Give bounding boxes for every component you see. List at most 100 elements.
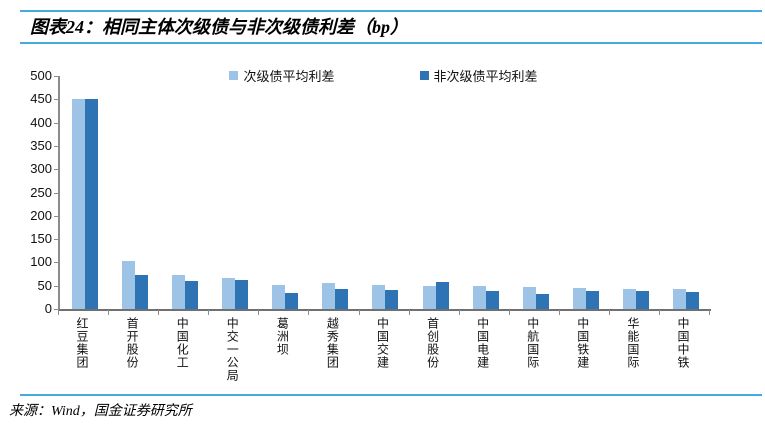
x-axis-label: 葛洲坝 bbox=[275, 317, 290, 356]
x-axis-tick bbox=[58, 310, 59, 315]
x-axis-label: 中国中铁 bbox=[675, 317, 690, 369]
y-axis-tick bbox=[54, 309, 59, 310]
bar-subordinated-spread bbox=[422, 286, 436, 309]
legend-swatch-icon bbox=[419, 71, 429, 80]
bar-group bbox=[411, 76, 461, 309]
bar-non-subordinated-spread bbox=[585, 291, 599, 309]
y-axis-tick bbox=[54, 285, 59, 287]
y-axis-tick bbox=[54, 192, 59, 194]
y-axis-tick-label: 450 bbox=[30, 91, 52, 107]
bar-subordinated-spread bbox=[522, 287, 536, 309]
figure-title: 图表24：相同主体次级债与非次级债利差（bp） bbox=[30, 17, 408, 37]
bar-group bbox=[360, 76, 410, 309]
y-axis-tick bbox=[54, 99, 59, 101]
bar-group bbox=[611, 76, 661, 309]
x-axis-label: 首创股份 bbox=[425, 317, 440, 369]
x-axis-tick bbox=[709, 310, 710, 315]
x-axis-label: 华能国际 bbox=[625, 317, 640, 369]
bar-group bbox=[310, 76, 360, 309]
bar-group bbox=[511, 76, 561, 309]
legend-label: 次级债平均利差 bbox=[243, 69, 335, 84]
bar-subordinated-spread bbox=[122, 261, 136, 309]
y-axis-tick-label: 400 bbox=[30, 114, 52, 130]
plot-area bbox=[58, 76, 711, 311]
bar-subordinated-spread bbox=[572, 288, 586, 309]
x-axis-tick bbox=[658, 310, 660, 315]
x-axis-label: 中国交建 bbox=[375, 317, 390, 369]
bar-non-subordinated-spread bbox=[535, 293, 549, 309]
y-axis-tick bbox=[54, 76, 59, 77]
legend-item-non-subordinated: 非次级债平均利差 bbox=[419, 66, 538, 85]
x-axis-tick bbox=[358, 310, 360, 315]
bar-non-subordinated-spread bbox=[335, 288, 349, 309]
y-axis-tick-label: 350 bbox=[30, 137, 52, 153]
y-axis-tick-label: 250 bbox=[30, 184, 52, 200]
x-axis-tick bbox=[208, 310, 210, 315]
bar-subordinated-spread bbox=[622, 289, 636, 309]
bar-non-subordinated-spread bbox=[685, 291, 699, 309]
legend-item-subordinated: 次级债平均利差 bbox=[229, 66, 335, 85]
bar-subordinated-spread bbox=[672, 288, 686, 309]
bar-non-subordinated-spread bbox=[285, 292, 299, 309]
x-axis-tick bbox=[458, 310, 460, 315]
bar-group bbox=[260, 76, 310, 309]
bar-group bbox=[60, 76, 110, 309]
x-axis-tick bbox=[258, 310, 260, 315]
x-axis-tick bbox=[108, 310, 110, 315]
x-axis-tick bbox=[558, 310, 560, 315]
bar-non-subordinated-spread bbox=[635, 291, 649, 309]
bar-subordinated-spread bbox=[472, 285, 486, 309]
y-axis-tick-label: 100 bbox=[30, 254, 52, 270]
x-axis-tick bbox=[408, 310, 410, 315]
x-axis-label: 红豆集团 bbox=[75, 317, 90, 369]
y-axis-tick-label: 300 bbox=[30, 161, 52, 177]
y-axis-tick bbox=[54, 122, 59, 124]
y-axis-tick bbox=[54, 169, 59, 171]
y-axis-tick bbox=[54, 145, 59, 147]
y-axis-tick-label: 150 bbox=[30, 231, 52, 247]
y-axis-tick-label: 200 bbox=[30, 207, 52, 223]
chart-legend: 次级债平均利差 非次级债平均利差 bbox=[58, 66, 709, 85]
x-axis-label: 中航国际 bbox=[525, 317, 540, 369]
legend-swatch-icon bbox=[229, 71, 239, 80]
bar-non-subordinated-spread bbox=[185, 281, 199, 309]
x-axis-label: 首开股份 bbox=[125, 317, 140, 369]
bar-non-subordinated-spread bbox=[235, 280, 249, 309]
x-axis-tick bbox=[158, 310, 160, 315]
x-axis-label: 中交一公局 bbox=[225, 317, 240, 382]
bar-subordinated-spread bbox=[272, 284, 286, 309]
x-axis-tick bbox=[308, 310, 310, 315]
y-axis-tick bbox=[54, 215, 59, 217]
bar-group bbox=[461, 76, 511, 309]
bar-subordinated-spread bbox=[372, 285, 386, 309]
bar-group bbox=[661, 76, 711, 309]
bar-subordinated-spread bbox=[222, 278, 236, 309]
x-axis-label: 越秀集团 bbox=[325, 317, 340, 369]
y-axis-tick bbox=[54, 262, 59, 264]
source-top-rule bbox=[20, 394, 762, 396]
source-note: 来源：Wind，国金证券研究所 bbox=[9, 404, 192, 419]
bar-non-subordinated-spread bbox=[385, 290, 399, 309]
bar-group bbox=[160, 76, 210, 309]
bar-group bbox=[210, 76, 260, 309]
y-axis-tick-label: 50 bbox=[37, 277, 52, 293]
x-axis-label: 中国铁建 bbox=[575, 317, 590, 369]
bar-non-subordinated-spread bbox=[135, 274, 149, 309]
y-axis-tick-label: 500 bbox=[30, 68, 52, 83]
bar-subordinated-spread bbox=[72, 99, 86, 309]
bar-subordinated-spread bbox=[322, 282, 336, 309]
bar-non-subordinated-spread bbox=[435, 282, 449, 309]
x-axis-label: 中国电建 bbox=[475, 317, 490, 369]
bar-group bbox=[110, 76, 160, 309]
bar-non-subordinated-spread bbox=[85, 99, 99, 309]
title-top-rule bbox=[20, 10, 762, 12]
bar-group bbox=[561, 76, 611, 309]
bar-non-subordinated-spread bbox=[485, 290, 499, 309]
x-axis-label: 中国化工 bbox=[175, 317, 190, 369]
y-axis-tick-label: 0 bbox=[44, 301, 52, 316]
x-axis-tick bbox=[608, 310, 610, 315]
bar-subordinated-spread bbox=[172, 275, 186, 309]
legend-label: 非次级债平均利差 bbox=[433, 69, 538, 84]
y-axis-tick bbox=[54, 239, 59, 241]
